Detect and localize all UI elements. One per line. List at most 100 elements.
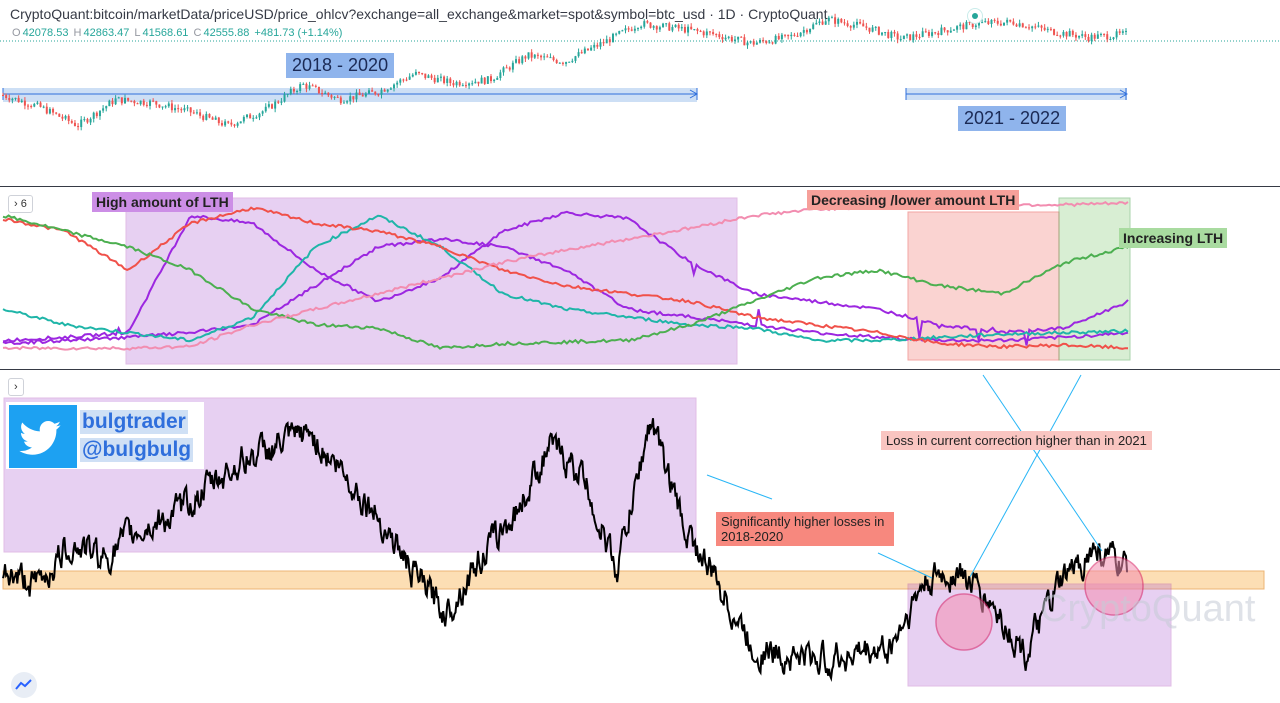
- candle-body: [1015, 24, 1018, 27]
- candle-body: [1099, 33, 1102, 35]
- twitter-handle: @bulgbulg: [80, 438, 194, 462]
- highlight-circle-2021: [935, 593, 993, 651]
- candle-body: [721, 37, 724, 40]
- candle-body: [477, 81, 480, 84]
- candle-body: [1021, 23, 1024, 28]
- candle-body: [827, 17, 830, 22]
- candle-body: [227, 121, 230, 123]
- candle-body: [752, 41, 755, 45]
- candle-body: [877, 26, 880, 35]
- candle-body: [730, 36, 733, 42]
- candle-body: [1125, 30, 1127, 32]
- ohlc-low: 41568.61: [142, 27, 189, 39]
- candle-body: [86, 119, 89, 123]
- candle-body: [155, 101, 158, 105]
- candle-body: [27, 105, 30, 107]
- candle-body: [862, 23, 865, 27]
- candle-body: [1049, 28, 1052, 30]
- candle-body: [590, 47, 593, 51]
- candle-body: [252, 117, 255, 119]
- candle-body: [67, 115, 70, 122]
- candle-body: [480, 77, 483, 84]
- candle-body: [505, 67, 508, 69]
- candle-body: [1040, 25, 1043, 28]
- candle-body: [305, 83, 308, 89]
- candle-body: [927, 32, 930, 36]
- candle-body: [580, 52, 583, 54]
- candle-body: [245, 114, 248, 117]
- candle-body: [33, 103, 36, 107]
- candle-body: [668, 23, 671, 31]
- candle-body: [493, 79, 496, 82]
- candle-body: [333, 96, 336, 98]
- candle-body: [1053, 29, 1056, 35]
- candle-body: [474, 81, 477, 84]
- candle-body: [108, 100, 111, 107]
- candle-body: [261, 111, 264, 114]
- chevron-right-icon: ›: [14, 381, 18, 393]
- candle-body: [934, 32, 937, 34]
- pane-collapse-button-2[interactable]: ›: [8, 378, 24, 396]
- candle-body: [658, 27, 661, 30]
- label-loss-current: Loss in current correction higher than i…: [881, 431, 1152, 450]
- twitter-badge: bulgtrader @bulgbulg: [6, 402, 204, 469]
- candle-body: [993, 19, 996, 21]
- candle-body: [177, 108, 180, 110]
- candle-body: [849, 26, 852, 28]
- candle-body: [311, 85, 314, 87]
- candle-body: [292, 88, 295, 92]
- candle-body: [20, 100, 23, 103]
- candle-body: [386, 89, 389, 92]
- candle-body: [871, 27, 874, 32]
- candle-body: [696, 29, 699, 31]
- candle-body: [555, 60, 558, 63]
- candle-body: [971, 22, 974, 28]
- candle-body: [486, 76, 489, 84]
- candle-body: [593, 44, 596, 48]
- candle-body: [45, 106, 48, 114]
- candle-body: [999, 23, 1002, 26]
- candle-body: [145, 104, 148, 106]
- candle-body: [408, 76, 411, 80]
- candle-body: [943, 27, 946, 31]
- candle-body: [596, 44, 599, 47]
- candle-body: [205, 113, 208, 120]
- candle-body: [264, 106, 267, 112]
- candle-body: [321, 93, 324, 95]
- candle-body: [1115, 31, 1118, 38]
- candle-body: [489, 76, 492, 82]
- candle-body: [549, 57, 552, 59]
- symbol-title[interactable]: CryptoQuant:bitcoin/marketData/priceUSD/…: [10, 6, 828, 22]
- candle-body: [690, 26, 693, 30]
- candle-body: [724, 37, 727, 40]
- candle-body: [887, 32, 890, 38]
- candle-body: [733, 39, 736, 42]
- candle-body: [527, 52, 530, 59]
- pane-collapse-button[interactable]: › 6: [8, 195, 33, 213]
- candle-body: [852, 24, 855, 28]
- candle-body: [446, 78, 449, 83]
- tradingview-logo-icon[interactable]: [11, 672, 37, 698]
- candle-body: [217, 117, 220, 124]
- candle-body: [70, 121, 73, 123]
- price-candles-group: [2, 13, 1127, 131]
- candle-body: [540, 55, 543, 58]
- connector-line: [877, 552, 933, 579]
- candle-body: [918, 36, 921, 38]
- candle-body: [949, 30, 952, 33]
- candle-body: [518, 59, 521, 64]
- ohlc-high-key: H: [73, 27, 82, 39]
- candle-body: [633, 28, 636, 31]
- candle-body: [787, 34, 790, 37]
- label-significant-losses: Significantly higher losses in 2018-2020: [716, 512, 894, 546]
- candle-body: [468, 83, 471, 86]
- candle-body: [627, 28, 630, 30]
- candle-body: [430, 75, 433, 78]
- candle-body: [1090, 34, 1093, 41]
- candle-body: [339, 97, 342, 104]
- candle-body: [324, 92, 327, 94]
- candle-body: [1078, 35, 1081, 38]
- candle-body: [342, 102, 345, 104]
- candle-body: [1074, 34, 1077, 38]
- candle-body: [164, 106, 167, 108]
